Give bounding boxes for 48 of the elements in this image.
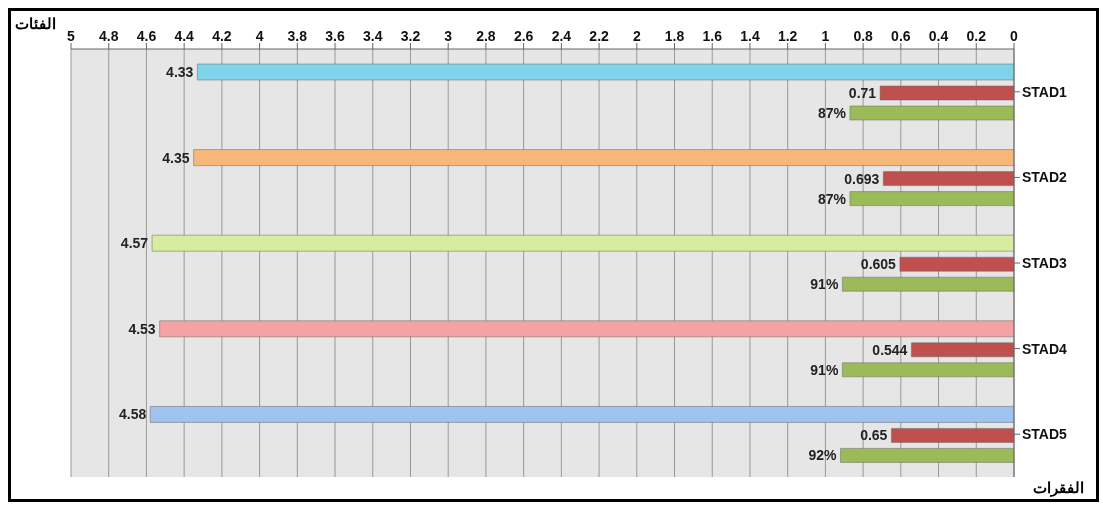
x-tick-label: 3.6 [325, 28, 345, 44]
x-tick-label: 1.8 [664, 28, 685, 44]
x-tick-label: 4.2 [212, 28, 232, 44]
data-label: 0.65 [860, 427, 888, 444]
x-tick-label: 2.2 [589, 28, 610, 44]
x-tick-label: 0.8 [853, 28, 874, 44]
x-tick-label: 4.6 [136, 28, 157, 44]
x-tick-label: 1.4 [740, 28, 760, 44]
x-tick-label: 3.2 [400, 28, 421, 44]
data-label: 92% [808, 447, 838, 464]
x-tick-label: 2.8 [476, 28, 496, 44]
data-label: 0.693 [844, 170, 880, 187]
x-tick-label: 3 [444, 28, 453, 44]
x-tick-label: 4 [255, 28, 264, 44]
y-tick-label: STAD2 [1022, 169, 1068, 186]
x-tick-label: 1.6 [702, 28, 723, 44]
data-label: 4.53 [128, 320, 156, 337]
data-label: 0.544 [872, 341, 908, 358]
y-tick-label: STAD4 [1022, 340, 1068, 357]
y-tick-label: STAD1 [1022, 83, 1068, 100]
data-label: 4.57 [120, 235, 149, 252]
x-tick-label: 0.2 [966, 28, 987, 44]
x-tick-label: 0 [1010, 28, 1019, 44]
x-tick-label: 3.8 [287, 28, 308, 44]
x-axis-title: الفئات [15, 15, 56, 33]
x-tick-label: 2.6 [513, 28, 534, 44]
x-tick-label: 3.4 [363, 28, 383, 44]
data-label: 0.71 [848, 84, 877, 101]
data-label: 91% [810, 361, 839, 378]
x-tick-label: 0.6 [891, 28, 911, 44]
y-tick-label: STAD5 [1022, 426, 1068, 443]
data-label: 87% [817, 190, 847, 207]
data-label: 4.33 [166, 63, 194, 80]
data-label: 91% [810, 276, 839, 293]
data-label: 0.605 [860, 256, 897, 273]
x-tick-label: 4.8 [98, 28, 119, 44]
x-tick-label: 2.4 [551, 28, 572, 44]
x-tick-label: 1 [821, 28, 830, 44]
x-tick-label: 2 [632, 28, 641, 44]
x-tick-label: 4.4 [174, 28, 195, 44]
x-tick-label: 0.4 [928, 28, 949, 44]
x-tick-label: 1.2 [777, 28, 798, 44]
y-tick-label: STAD3 [1022, 254, 1068, 271]
x-tick-label: 5 [67, 28, 76, 44]
y-axis-title: الفقرات [1033, 479, 1084, 497]
data-label: 87% [817, 104, 847, 121]
data-label: 4.58 [118, 406, 147, 423]
data-label: 4.35 [162, 149, 190, 166]
